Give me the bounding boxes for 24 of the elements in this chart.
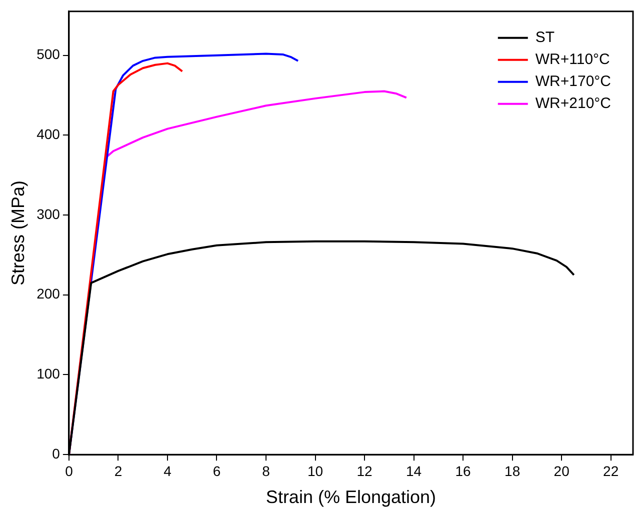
x-tick-label: 16 bbox=[455, 462, 472, 479]
y-tick-label: 500 bbox=[36, 46, 60, 62]
y-tick-label: 0 bbox=[52, 445, 60, 462]
x-tick-label: 0 bbox=[65, 462, 74, 479]
x-tick-label: 2 bbox=[114, 462, 122, 479]
x-tick-label: 4 bbox=[164, 462, 172, 479]
x-tick-label: 10 bbox=[307, 462, 324, 479]
legend-label: ST bbox=[535, 29, 555, 46]
y-tick-label: 200 bbox=[36, 286, 60, 302]
legend-label: WR+170°C bbox=[535, 73, 612, 90]
x-tick-label: 22 bbox=[603, 462, 619, 479]
x-tick-label: 18 bbox=[504, 462, 520, 479]
x-tick-label: 14 bbox=[406, 462, 422, 479]
y-tick-label: 300 bbox=[36, 206, 60, 222]
x-tick-label: 8 bbox=[262, 462, 270, 479]
x-tick-label: 20 bbox=[554, 462, 570, 479]
x-tick-label: 12 bbox=[356, 462, 373, 479]
x-axis-title: Strain (% Elongation) bbox=[266, 487, 436, 508]
y-axis-title: Stress (MPa) bbox=[8, 180, 28, 286]
x-tick-label: 6 bbox=[212, 462, 221, 479]
legend-label: WR+110°C bbox=[535, 51, 610, 68]
y-tick-label: 100 bbox=[36, 366, 60, 382]
legend-label: WR+210°C bbox=[535, 95, 612, 112]
y-tick-label: 400 bbox=[36, 126, 60, 142]
